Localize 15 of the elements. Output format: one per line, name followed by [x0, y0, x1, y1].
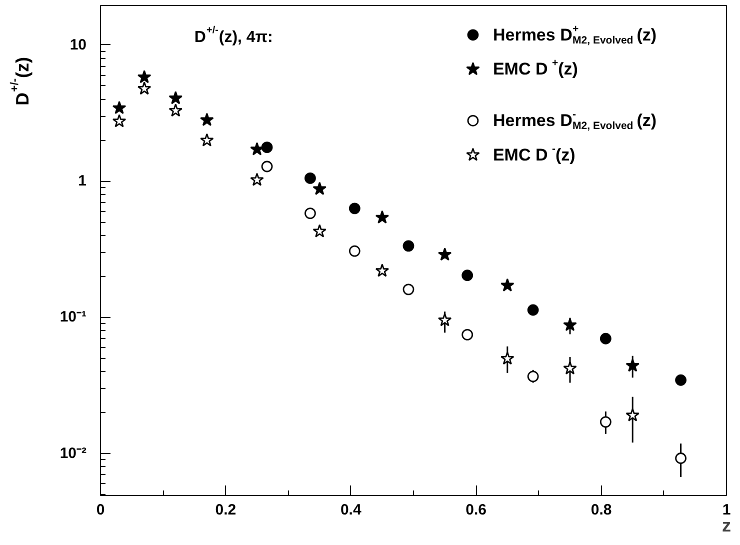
- x-tick-label: 0.2: [215, 502, 236, 518]
- y-tick-label: 10⁻²: [60, 444, 87, 462]
- x-tick-label: 0.6: [466, 502, 487, 518]
- x-tick-label: 0: [96, 502, 105, 518]
- annotation: D+/-(z), 4π:: [194, 25, 273, 46]
- legend-label: EMC D+(z): [492, 57, 578, 79]
- x-tick-label: 0.8: [590, 502, 612, 518]
- x-tick-label: 1: [722, 502, 731, 518]
- legend-label: EMC D-(z): [492, 142, 576, 164]
- y-tick-label: 1: [78, 172, 86, 190]
- x-tick-label: 0.4: [340, 502, 362, 518]
- y-tick-label: 10: [70, 36, 87, 54]
- y-axis-title: D+/-(z): [8, 56, 32, 106]
- y-tick-label: 10⁻¹: [60, 308, 87, 326]
- x-axis-title: z: [722, 516, 731, 536]
